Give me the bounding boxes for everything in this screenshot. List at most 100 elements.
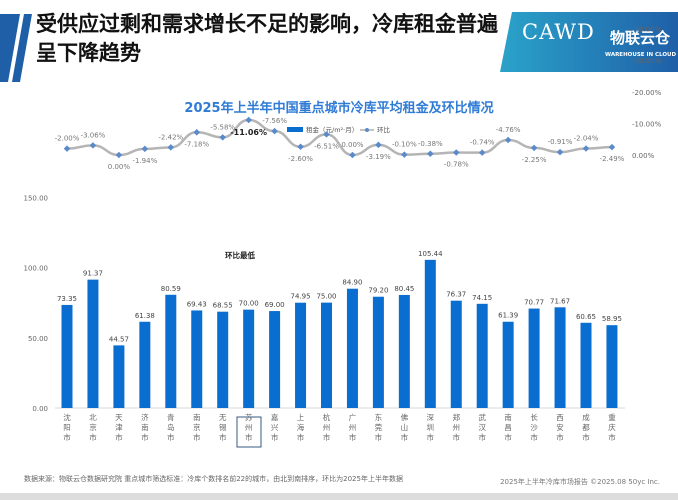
bar-value-label: 74.95: [291, 293, 311, 301]
mom-value-label: -6.51%: [314, 142, 339, 150]
line-marker: [478, 149, 486, 156]
bar: [398, 294, 410, 408]
bar-value-label: 75.00: [316, 293, 336, 301]
line-marker: [89, 142, 97, 149]
line-marker: [193, 129, 201, 136]
x-tick-label: 杭州市: [323, 412, 331, 442]
left-tick-label: 150.00: [24, 194, 49, 202]
mom-value-label: -1.94%: [132, 157, 157, 165]
line-marker: [530, 144, 538, 152]
mom-line: [66, 118, 612, 157]
x-tick-label: 重庆市: [608, 413, 616, 442]
mom-value-label: -7.18%: [184, 140, 209, 148]
left-tick-label: 50.00: [28, 335, 48, 343]
mom-value-label: -0.91%: [548, 138, 573, 146]
bottom-bar: [0, 493, 678, 500]
bar: [269, 311, 281, 408]
bar: [165, 294, 177, 408]
mom-value-label: -3.06%: [81, 131, 106, 139]
x-tick-label: 无锡市: [219, 413, 227, 442]
header-accent-stripes: [0, 14, 32, 82]
line-marker: [452, 149, 460, 156]
mom-value-label: -0.74%: [470, 139, 495, 147]
x-tick-label: 西安市: [556, 413, 564, 442]
right-tick-label: -50.00%: [632, 0, 662, 2]
line-marker: [245, 116, 252, 124]
line-marker: [141, 145, 149, 153]
mom-value-label: -7.56%: [262, 117, 287, 125]
line-marker: [323, 131, 330, 138]
right-tick-label: -40.00%: [632, 26, 662, 34]
bar-value-label: 80.45: [394, 285, 414, 293]
bar: [295, 302, 307, 408]
line-marker: [375, 141, 382, 149]
bar: [321, 302, 332, 408]
x-tick-label: 深圳市: [427, 413, 435, 442]
cawd-logo-text: CAWD: [522, 20, 595, 44]
mom-value-label: -5.58%: [210, 123, 235, 131]
x-tick-label: 沈阳市: [63, 412, 71, 442]
bar: [139, 321, 151, 408]
right-tick-label: -20.00%: [632, 89, 662, 97]
bar-value-label: 69.00: [265, 301, 285, 309]
line-marker: [115, 151, 123, 159]
mom-value-label: 0.00%: [108, 163, 131, 171]
mom-value-label: -3.19%: [366, 153, 391, 161]
x-tick-label: 嘉兴市: [271, 412, 279, 442]
mom-value-label: -2.25%: [522, 156, 547, 164]
x-tick-label: 东莞市: [375, 412, 383, 442]
wic-logo-text: 物联云仓: [610, 29, 671, 47]
bar: [61, 304, 73, 408]
x-tick-label: 广州市: [349, 412, 357, 442]
mom-value-label: -0.78%: [444, 161, 469, 169]
x-tick-label: 郑州市: [453, 412, 461, 442]
mom-value-label: -4.76%: [496, 126, 521, 134]
x-tick-label: 南京市: [193, 412, 201, 442]
bar-value-label: 44.57: [109, 335, 129, 343]
bar: [243, 309, 255, 408]
x-tick-label: 南昌市: [504, 412, 512, 442]
bar: [372, 296, 384, 408]
bar: [476, 303, 488, 408]
x-tick-label: 济南市: [141, 412, 149, 442]
bar-value-label: 69.43: [187, 300, 207, 308]
bar-value-label: 68.55: [213, 302, 233, 310]
legend-bar-swatch: [287, 127, 303, 132]
bar: [580, 322, 592, 408]
x-tick-label: 长沙市: [530, 412, 538, 442]
x-tick-label: 上海市: [297, 413, 305, 442]
bar-value-label: 70.00: [239, 300, 259, 308]
x-tick-label: 青岛市: [167, 412, 175, 442]
report-credit: 2025年上半年冷库市场报告 ©2025.08 50yc Inc.: [500, 478, 660, 486]
line-marker: [427, 150, 434, 158]
line-marker: [349, 151, 356, 159]
bar: [217, 311, 229, 408]
bar: [528, 308, 540, 408]
line-marker: [401, 151, 408, 158]
x-tick-label: 武汉市: [478, 412, 486, 442]
mom-value-label: -2.60%: [288, 155, 313, 163]
highlight-box: [236, 416, 262, 448]
annotation-lowest: 环比最低: [225, 250, 255, 260]
line-marker: [271, 127, 278, 135]
x-tick-label: 成都市: [582, 412, 590, 442]
legend-bar-label: 租金（元/m²·月）: [306, 125, 358, 134]
x-tick-label: 天津市: [115, 413, 123, 442]
bar-value-label: 84.90: [342, 279, 362, 287]
left-tick-label: 100.00: [24, 265, 49, 273]
bar: [450, 300, 462, 408]
right-tick-label: -10.00%: [632, 120, 662, 128]
bar-value-label: 80.59: [161, 285, 181, 293]
right-tick-label: -30.00%: [632, 57, 662, 65]
bar: [554, 307, 566, 408]
bar: [191, 310, 203, 408]
mom-value-label: -11.06%: [230, 128, 267, 137]
line-marker: [297, 143, 304, 151]
brand-logo: CAWD 物联云仓 WAREHOUSE IN CLOUD: [500, 12, 678, 72]
mom-value-label: -2.00%: [55, 135, 80, 143]
right-tick-label: 0.00%: [632, 152, 655, 160]
mom-value-label: 0.00%: [341, 141, 364, 149]
page-title: 受供应过剩和需求增长不足的影响，冷库租金普遍呈下降趋势: [36, 12, 498, 65]
chart-title: 2025年上半年中国重点城市冷库平均租金及环比情况: [184, 100, 493, 116]
mom-value-label: -0.38%: [418, 140, 443, 148]
